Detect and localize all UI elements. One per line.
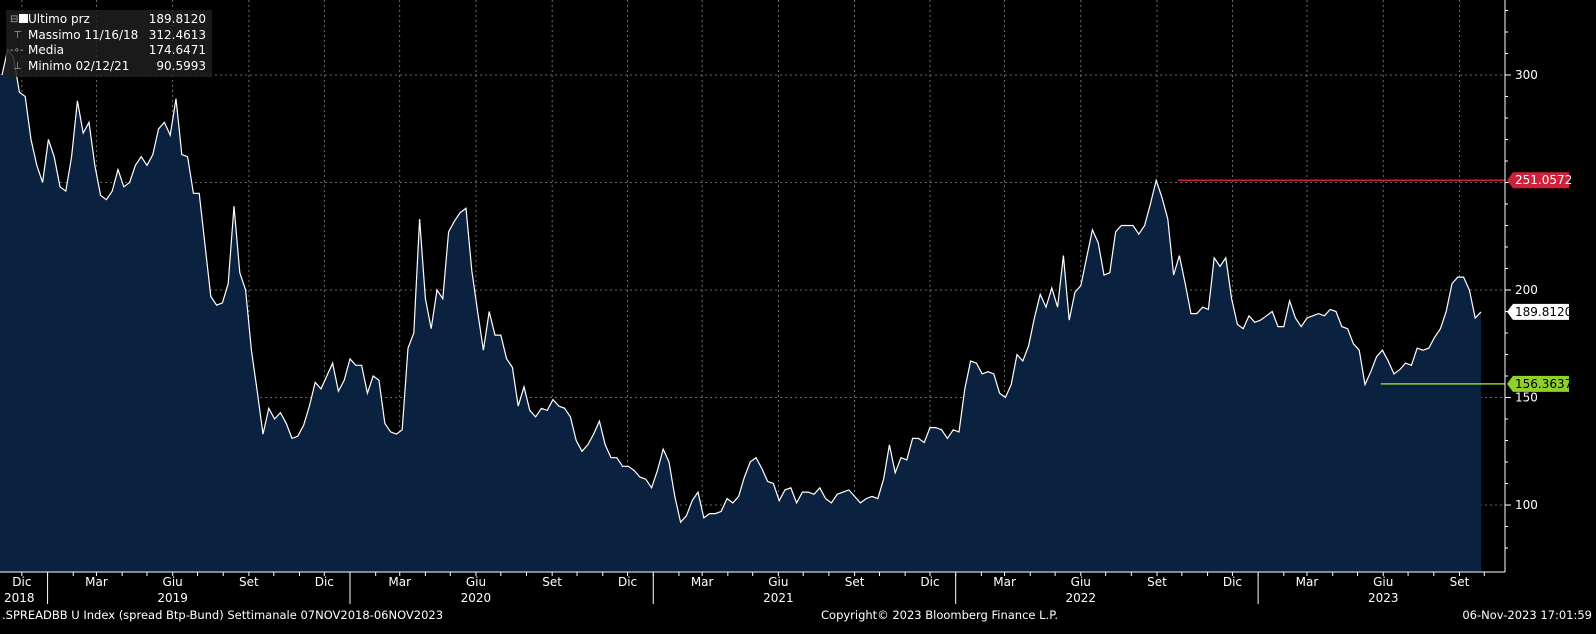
x-tick-label: Mar [691,575,714,589]
footer-ticker: .SPREADBB U Index (spread Btp-Bund) Sett… [2,608,444,622]
legend-last: ⊟ Ultimo prz 189.8120 [10,12,206,28]
high-badge-bg [1507,172,1569,189]
legend-last-label: Ultimo prz [28,12,90,26]
year-label: 2019 [157,591,188,605]
x-tick-label: Giu [1373,575,1393,589]
x-tick-label: Dic [12,575,31,589]
high-badge-text: 251.0572 [1515,173,1572,187]
square-icon: ⊟ [10,12,29,28]
x-tick-label: Set [1147,575,1167,589]
legend-max: ⊤ Massimo 11/16/18 312.4613 [10,28,206,44]
spread-line [1,47,1482,524]
x-tick-label: Giu [163,575,183,589]
spread-area [0,49,1481,572]
high-badge: 251.0572 [1507,172,1572,189]
footer: .SPREADBB U Index (spread Btp-Bund) Sett… [0,607,1596,623]
avg-marker-icon: -∘- [10,45,24,56]
x-tick-label: Giu [768,575,788,589]
low-badge-text: 156.3637 [1515,377,1572,391]
x-tick-label: Set [542,575,562,589]
legend-avg-label: Media [28,43,65,57]
legend: ⊟ Ultimo prz 189.8120 ⊤ Massimo 11/16/18… [6,10,212,77]
legend-min-value: 90.5993 [156,58,206,73]
legend-min: ⊥ Minimo 02/12/21 90.5993 [10,59,206,75]
footer-timestamp: 06-Nov-2023 17:01:59 [1462,608,1592,622]
year-label: 2021 [763,591,794,605]
last-badge-text: 189.8120 [1515,305,1572,319]
y-tick-label: 100 [1515,498,1538,512]
legend-avg-value: 174.6471 [148,43,206,57]
x-tick-label: Mar [993,575,1016,589]
y-tick-label: 150 [1515,391,1538,405]
last-badge-bg [1507,303,1569,320]
reference-lines [1177,179,1505,385]
x-axis: Dic Mar Giu Set Dic Mar Giu Set Dic Mar Giu Set Dic M… [0,571,1505,605]
x-tick-label: Giu [466,575,486,589]
x-tick-label: Set [239,575,259,589]
x-tick-label: Set [845,575,865,589]
x-tick-label: Mar [388,575,411,589]
legend-min-label: Minimo 02/12/21 [28,58,130,73]
x-tick-label: Dic [618,575,637,589]
footer-copyright: Copyright© 2023 Bloomberg Finance L.P. [821,608,1058,622]
x-tick-label: Dic [1223,575,1242,589]
year-label: 2023 [1368,591,1399,605]
year-label: 2018 [4,591,35,605]
x-tick-label: Dic [315,575,334,589]
x-tick-label: Mar [85,575,108,589]
low-badge: 156.3637 [1507,375,1572,392]
low-badge-bg [1507,375,1569,392]
x-tick-label: Mar [1296,575,1319,589]
year-label: 2022 [1066,591,1097,605]
legend-avg: -∘- Media 174.6471 [10,43,206,59]
x-tick-label: Set [1450,575,1470,589]
y-tick-label: 300 [1515,68,1538,82]
y-tick-label: 200 [1515,283,1538,297]
x-tick-label: Dic [920,575,939,589]
last-badge: 189.8120 [1507,303,1572,320]
legend-last-value: 189.8120 [148,12,206,26]
legend-max-label: Massimo 11/16/18 [28,27,139,42]
legend-max-value: 312.4613 [148,27,206,42]
x-tick-label: Giu [1071,575,1091,589]
min-marker-icon: ⊥ [10,60,22,72]
max-marker-icon: ⊤ [10,29,22,41]
year-label: 2020 [461,591,492,605]
